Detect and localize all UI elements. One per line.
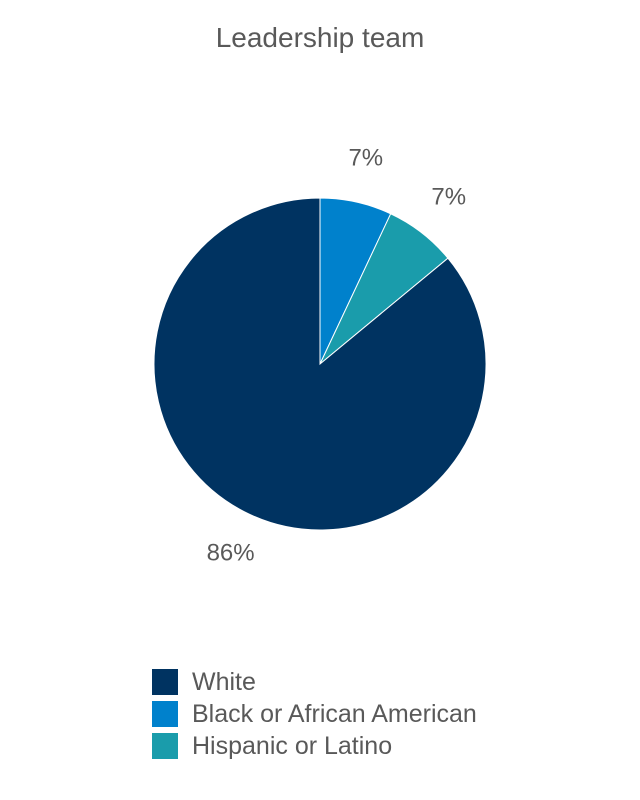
chart-title: Leadership team	[215, 22, 425, 53]
legend-swatch-hispanic-or-latino	[152, 733, 178, 759]
chart-legend: White Black or African American Hispanic…	[152, 666, 477, 762]
pie-chart: 7% 7% 86%	[153, 144, 487, 566]
legend-item-hispanic-or-latino: Hispanic or Latino	[152, 730, 477, 762]
pie-slice-white	[153, 197, 487, 531]
data-label-white: 86%	[207, 539, 255, 566]
legend-item-white: White	[152, 666, 477, 698]
legend-swatch-white	[152, 669, 178, 695]
legend-label-black-or-african-american: Black or African American	[192, 699, 477, 728]
legend-item-black-or-african-american: Black or African American	[152, 698, 477, 730]
data-label-black-or-african-american: 7%	[348, 144, 383, 171]
legend-label-white: White	[192, 667, 256, 696]
data-label-hispanic-or-latino: 7%	[431, 183, 466, 210]
legend-swatch-black-or-african-american	[152, 701, 178, 727]
legend-label-hispanic-or-latino: Hispanic or Latino	[192, 731, 393, 760]
